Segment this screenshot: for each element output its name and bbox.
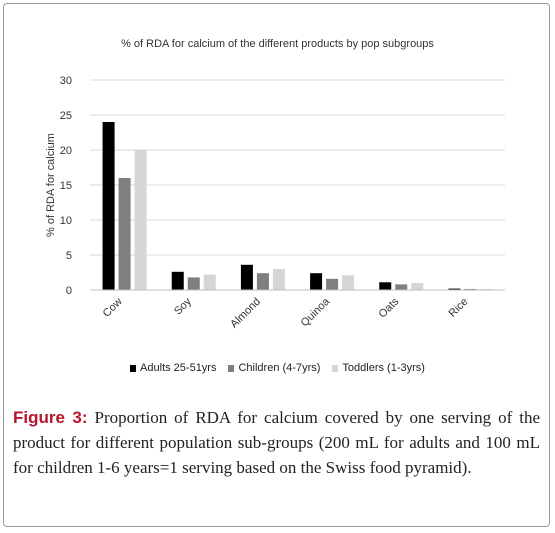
y-tick-label: 20 (60, 145, 72, 157)
figure-frame (3, 3, 550, 527)
y-tick-label: 30 (60, 75, 72, 87)
y-tick-label: 15 (60, 180, 72, 192)
y-tick-label: 5 (66, 250, 72, 262)
bar (480, 288, 493, 290)
bar (395, 284, 408, 290)
legend-swatch-toddlers (332, 364, 339, 372)
bar (379, 282, 392, 290)
x-tick-label: Almond (228, 296, 263, 331)
figure-caption: Figure 3: Proportion of RDA for calcium … (13, 405, 540, 480)
y-tick-label: 25 (60, 110, 72, 122)
bar (187, 277, 200, 290)
legend-label-adults: Adults 25-51yrs (140, 362, 217, 374)
legend-swatch-adults (130, 364, 137, 372)
y-axis-label: % of RDA for calcium (45, 133, 57, 237)
legend-label-toddlers: Toddlers (1-3yrs) (342, 362, 425, 374)
x-tick-label: Rice (446, 296, 470, 320)
y-tick-label: 10 (60, 215, 72, 227)
legend-item-children: Children (4-7yrs) (228, 362, 320, 374)
chart-legend: Adults 25-51yrs Children (4-7yrs) Toddle… (0, 362, 555, 374)
x-tick-label: Soy (172, 295, 194, 317)
bar (272, 269, 285, 290)
legend-swatch-children (228, 364, 235, 372)
caption-text: Proportion of RDA for calcium covered by… (13, 408, 540, 477)
bar (256, 273, 269, 290)
x-tick-label: Cow (101, 296, 125, 320)
bar (411, 283, 424, 290)
legend-item-toddlers: Toddlers (1-3yrs) (332, 362, 425, 374)
bar (118, 178, 131, 290)
x-tick-label: Oats (376, 295, 401, 320)
bar (134, 150, 147, 290)
legend-item-adults: Adults 25-51yrs (130, 362, 216, 374)
bar (310, 273, 323, 290)
bar (326, 278, 339, 290)
x-tick-label: Quinoa (299, 295, 333, 329)
bar (464, 288, 477, 290)
chart-title: % of RDA for calcium of the different pr… (121, 38, 434, 50)
bar (171, 271, 184, 290)
bar (448, 288, 461, 290)
caption-lead: Figure 3: (13, 408, 88, 427)
bar (203, 274, 216, 290)
bar-chart: 0 5 10 15 20 25 30 % of RDA for calcium Cow Soy Al… (45, 75, 505, 331)
bar (102, 122, 115, 290)
y-tick-label: 0 (66, 285, 72, 297)
bar (240, 264, 253, 290)
legend-label-children: Children (4-7yrs) (238, 362, 321, 374)
bar (342, 275, 355, 290)
